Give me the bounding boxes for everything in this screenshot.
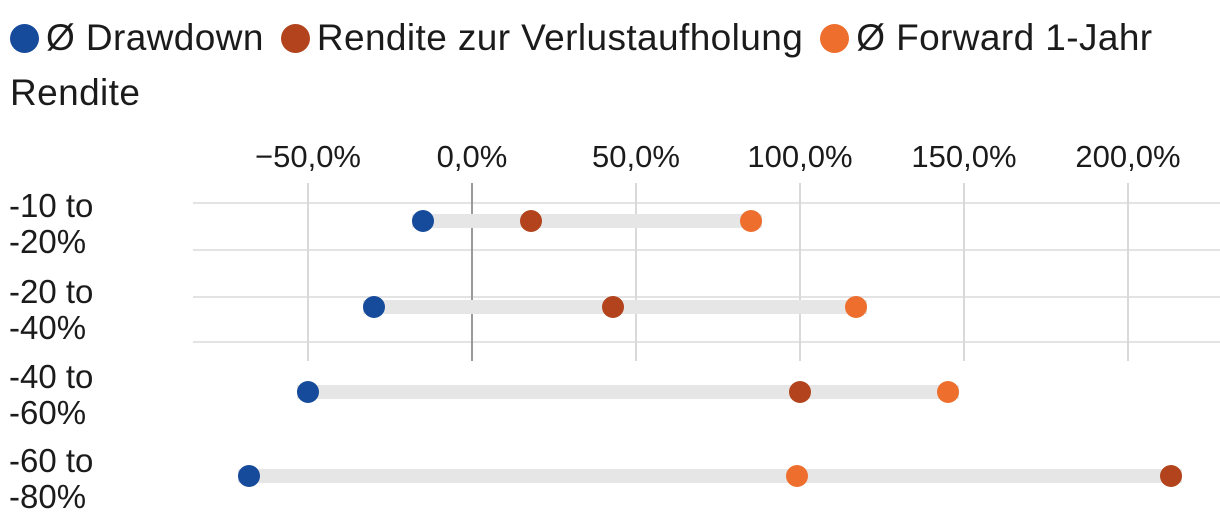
legend-item-label: Rendite zur Verlustaufholung [316, 17, 804, 58]
legend-item-forward-wrapped-text: Rendite [10, 72, 141, 113]
category-label: -20 to -40% [9, 273, 94, 346]
dot-forward[interactable] [936, 381, 959, 403]
dot-drawdown[interactable] [237, 465, 260, 487]
dot-drawdown[interactable] [362, 296, 385, 318]
horizontal-gridline [193, 296, 1220, 298]
x-tick-label: 200,0% [1075, 139, 1181, 174]
range-bar [297, 385, 959, 399]
x-tick-label: 100,0% [747, 139, 853, 174]
vertical-gridline [1127, 183, 1129, 361]
legend-item-label: Ø Forward 1-Jahr [856, 17, 1153, 58]
legend: Ø Drawdown Rendite zur Verlustaufholung … [10, 16, 1153, 115]
forward-legend-dot-icon [820, 23, 850, 53]
horizontal-gridline [193, 202, 1220, 204]
dot-recovery[interactable] [520, 210, 543, 232]
vertical-gridline [963, 183, 965, 361]
dot-drawdown[interactable] [297, 381, 319, 403]
legend-row-1: Ø Drawdown Rendite zur Verlustaufholung … [10, 16, 1153, 60]
x-tick-label: 0,0% [436, 139, 508, 174]
vertical-gridline [799, 183, 801, 361]
dot-forward[interactable] [844, 296, 867, 318]
legend-item-drawdown: Ø Drawdown [10, 16, 264, 60]
category-label: -10 to -20% [9, 187, 94, 260]
category-label: -60 to -80% [9, 442, 94, 515]
dot-recovery[interactable] [789, 381, 811, 403]
dot-drawdown[interactable] [411, 210, 434, 232]
dot-forward[interactable] [785, 465, 808, 487]
horizontal-gridline [193, 249, 1220, 251]
dot-recovery[interactable] [602, 296, 625, 318]
legend-item-label: Ø Drawdown [46, 17, 264, 58]
horizontal-gridline [193, 341, 1220, 343]
x-tick-label: 50,0% [592, 139, 680, 174]
zero-axis-line [471, 183, 473, 361]
legend-item-recovery: Rendite zur Verlustaufholung [280, 16, 804, 60]
vertical-gridline [635, 183, 637, 361]
dot-forward[interactable] [739, 210, 762, 232]
x-tick-label: 150,0% [911, 139, 1017, 174]
category-label: -40 to -60% [9, 358, 94, 431]
legend-item-forward: Ø Forward 1-Jahr [820, 16, 1152, 60]
x-tick-label: −50,0% [254, 139, 362, 174]
recovery-legend-dot-icon [280, 23, 310, 53]
drawdown-legend-dot-icon [10, 23, 39, 53]
range-bar [237, 469, 1182, 483]
dot-recovery[interactable] [1159, 465, 1182, 487]
vertical-gridline [307, 183, 309, 361]
range-bar [411, 214, 762, 228]
